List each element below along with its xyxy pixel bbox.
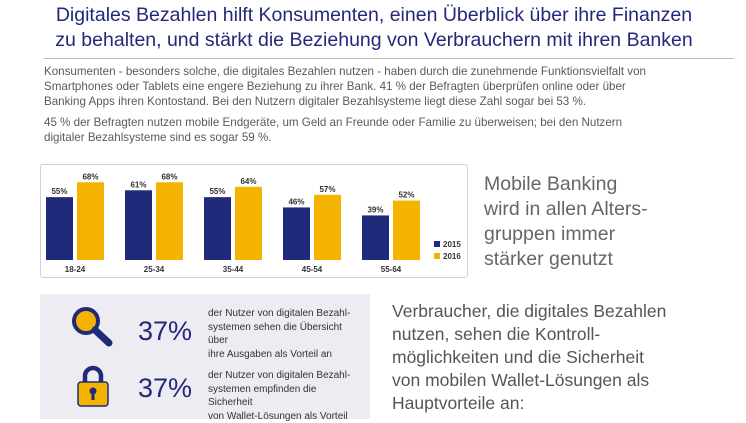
stat2-line-1: der Nutzer von digitalen Bezahl- <box>208 369 356 383</box>
legend-item-2016: 2016 <box>434 252 461 261</box>
data-label-18-24-2016: 68% <box>82 172 98 181</box>
intro-paragraph: Konsumenten - besonders solche, die digi… <box>44 64 684 109</box>
stat1-line-3: ihre Ausgaben als Vorteil an <box>208 348 356 362</box>
padlock-icon <box>76 364 110 408</box>
tick-label-35-44: 35-44 <box>223 265 244 274</box>
data-label-18-24-2015: 55% <box>51 187 67 196</box>
tick-label-45-54: 45-54 <box>302 265 323 274</box>
stat-text-overview: der Nutzer von digitalen Bezahl- systeme… <box>208 307 356 361</box>
bar-55-64-2015 <box>362 215 389 260</box>
transfer-paragraph: 45 % der Befragten nutzen mobile Endgerä… <box>44 115 684 145</box>
data-label-45-54-2016: 57% <box>319 185 335 194</box>
stat1-line-2: systemen sehen die Übersicht über <box>208 321 356 348</box>
intro-line-3: Banking Apps ihren Kontostand. Bei den N… <box>44 95 586 108</box>
bar-35-44-2015 <box>204 197 231 260</box>
adv-line-4: von mobilen Wallet-Lösungen als <box>392 369 737 392</box>
adv-line-1: Verbraucher, die digitales Bezahlen <box>392 300 737 323</box>
bar-18-24-2016 <box>77 182 104 260</box>
stat1-line-1: der Nutzer von digitalen Bezahl- <box>208 307 356 321</box>
intro-line-1: Konsumenten - besonders solche, die digi… <box>44 65 646 78</box>
mobile-banking-heading: Mobile Banking wird in allen Alters- gru… <box>484 172 724 272</box>
data-label-25-34-2016: 68% <box>161 172 177 181</box>
legend-swatch-2015 <box>434 241 440 247</box>
legend-item-2015: 2015 <box>434 240 461 249</box>
mobile-line-2: wird in allen Alters- <box>484 197 724 222</box>
bar-18-24-2015 <box>46 197 73 260</box>
bar-chart: 55% 68% 18-24 61% 68% 25-34 55% 64% 35-44 46% 57% 4… <box>36 160 436 280</box>
mobile-line-1: Mobile Banking <box>484 172 724 197</box>
bar-25-34-2015 <box>125 190 152 260</box>
stat-text-security: der Nutzer von digitalen Bezahl- systeme… <box>208 369 356 423</box>
transfer-line-2: digitaler Bezahlsysteme sind es sogar 59… <box>44 131 271 144</box>
legend-label-2016: 2016 <box>443 252 461 261</box>
data-label-35-44-2016: 64% <box>240 177 256 186</box>
tick-label-25-34: 25-34 <box>144 265 165 274</box>
bar-45-54-2016 <box>314 195 341 260</box>
title-line-2: zu behalten, und stärkt die Beziehung vo… <box>14 28 734 53</box>
legend-label-2015: 2015 <box>443 240 461 249</box>
adv-line-2: nutzen, sehen die Kontroll- <box>392 323 737 346</box>
stat2-line-3: von Wallet-Lösungen als Vorteil <box>208 410 356 423</box>
mobile-line-3: gruppen immer <box>484 222 724 247</box>
legend-swatch-2016 <box>434 253 440 259</box>
intro-line-2: Smartphones oder Tablets eine engere Bez… <box>44 80 626 93</box>
advantages-text: Verbraucher, die digitales Bezahlen nutz… <box>392 300 737 415</box>
data-label-55-64-2016: 52% <box>398 191 414 200</box>
stat-percent-overview: 37% <box>138 316 192 346</box>
adv-line-3: möglichkeiten und die Sicherheit <box>392 346 737 369</box>
transfer-line-1: 45 % der Befragten nutzen mobile Endgerä… <box>44 116 622 129</box>
stat2-line-2: systemen empfinden die Sicherheit <box>208 383 356 410</box>
bar-25-34-2016 <box>156 182 183 260</box>
data-label-35-44-2015: 55% <box>209 187 225 196</box>
mobile-line-4: stärker genutzt <box>484 247 724 272</box>
bar-35-44-2016 <box>235 187 262 260</box>
tick-label-18-24: 18-24 <box>65 265 86 274</box>
bar-55-64-2016 <box>393 201 420 260</box>
page-title: Digitales Bezahlen hilft Konsumenten, ei… <box>14 3 734 53</box>
data-label-45-54-2015: 46% <box>288 197 304 206</box>
title-line-1: Digitales Bezahlen hilft Konsumenten, ei… <box>14 3 734 28</box>
data-label-25-34-2015: 61% <box>130 180 146 189</box>
tick-label-55-64: 55-64 <box>381 265 402 274</box>
magnifier-icon <box>70 306 116 348</box>
data-label-55-64-2015: 39% <box>367 205 383 214</box>
adv-line-5: Hauptvorteile an: <box>392 392 737 415</box>
bar-45-54-2015 <box>283 207 310 260</box>
title-divider <box>44 58 734 59</box>
stat-percent-security: 37% <box>138 373 192 403</box>
